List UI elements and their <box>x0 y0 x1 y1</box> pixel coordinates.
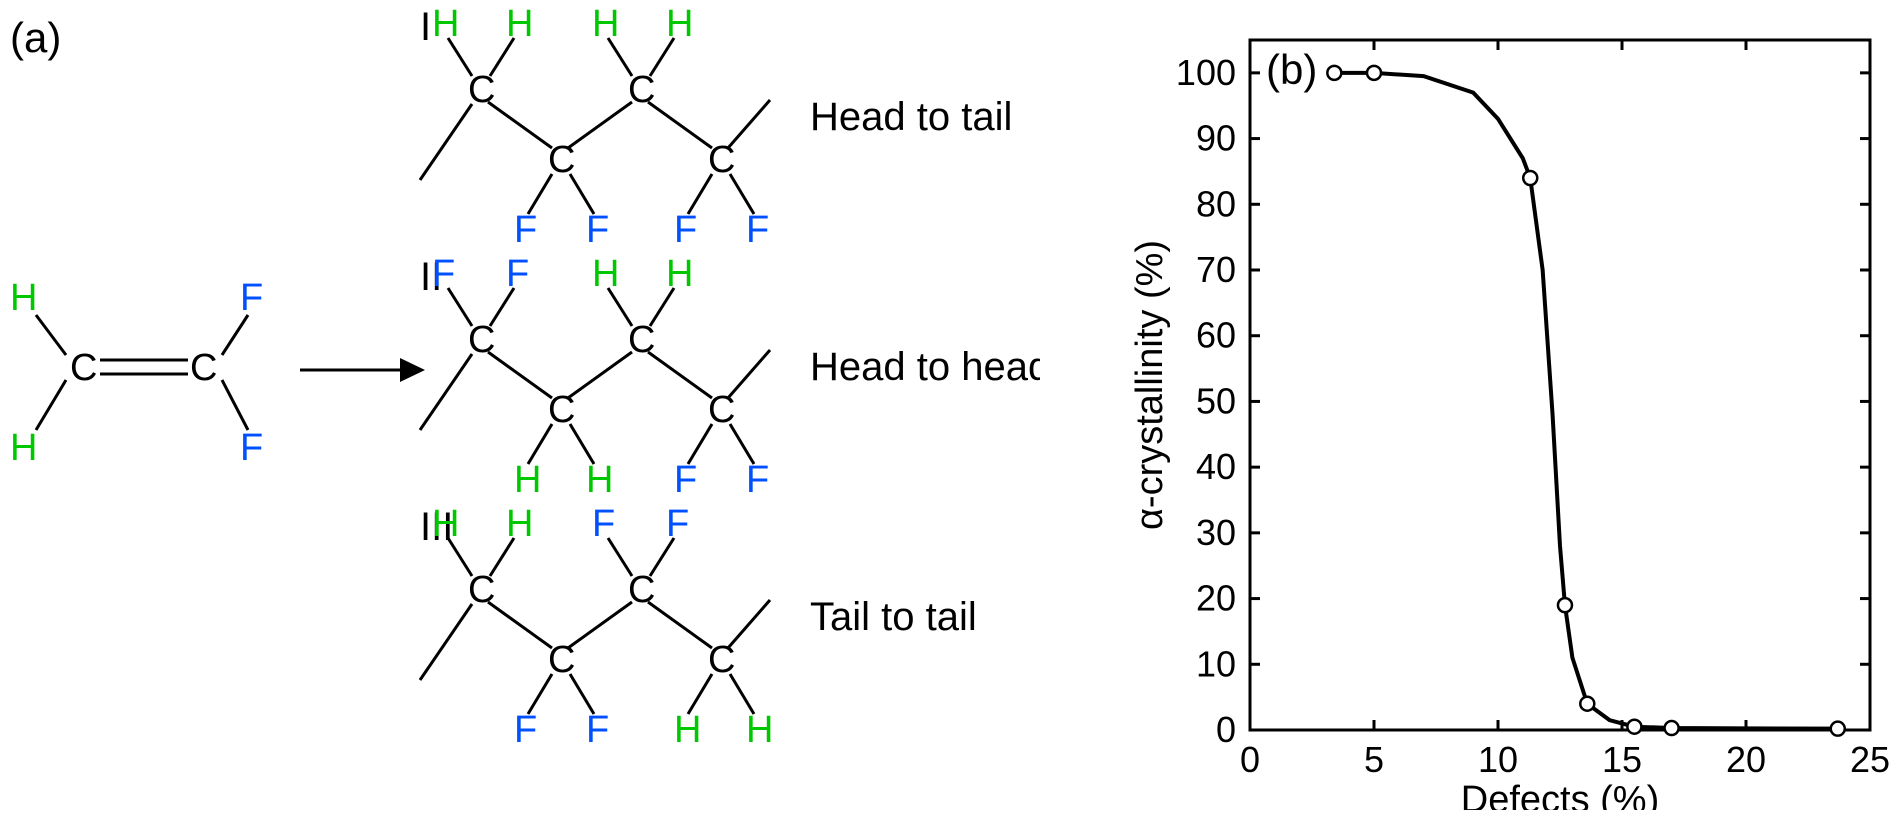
chart-wrap: 0 5 10 15 20 25 0 10 20 30 40 50 60 70 80 90 100 Defects … <box>1120 10 1900 810</box>
svg-text:70: 70 <box>1196 249 1236 290</box>
svg-text:H: H <box>586 459 613 501</box>
svg-text:H: H <box>432 503 459 545</box>
svg-text:F: F <box>514 209 537 251</box>
svg-text:F: F <box>586 709 609 751</box>
svg-text:H: H <box>592 253 619 295</box>
svg-text:H: H <box>506 3 533 45</box>
svg-text:F: F <box>506 253 529 295</box>
svg-text:H: H <box>514 459 541 501</box>
svg-text:H: H <box>592 3 619 45</box>
figure-container: (a) CCHHFFIHead to tailCCCCHHHHFFFFIIHea… <box>0 0 1903 823</box>
svg-text:α-crystallinity (%): α-crystallinity (%) <box>1129 240 1171 530</box>
svg-text:H: H <box>10 427 37 469</box>
svg-text:Head to head: Head to head <box>810 345 1040 389</box>
svg-text:30: 30 <box>1196 512 1236 553</box>
svg-text:Head to tail: Head to tail <box>810 95 1012 139</box>
svg-text:F: F <box>514 709 537 751</box>
svg-text:H: H <box>432 3 459 45</box>
svg-text:60: 60 <box>1196 315 1236 356</box>
svg-text:80: 80 <box>1196 183 1236 224</box>
svg-text:F: F <box>674 209 697 251</box>
svg-text:25: 25 <box>1850 739 1890 780</box>
svg-text:F: F <box>592 503 615 545</box>
molecule-diagram: CCHHFFIHead to tailCCCCHHHHFFFFIIHead to… <box>0 0 1040 823</box>
panel-a: (a) CCHHFFIHead to tailCCCCHHHHFFFFIIHea… <box>0 0 1040 823</box>
svg-text:H: H <box>506 503 533 545</box>
svg-text:Defects (%): Defects (%) <box>1461 779 1659 810</box>
svg-text:90: 90 <box>1196 118 1236 159</box>
svg-text:20: 20 <box>1196 578 1236 619</box>
svg-text:H: H <box>674 709 701 751</box>
panel-b: 0 5 10 15 20 25 0 10 20 30 40 50 60 70 80 90 100 Defects … <box>1040 0 1903 823</box>
svg-text:F: F <box>432 253 455 295</box>
svg-text:50: 50 <box>1196 380 1236 421</box>
svg-text:F: F <box>746 459 769 501</box>
svg-text:I: I <box>420 5 431 49</box>
svg-text:F: F <box>674 459 697 501</box>
svg-text:0: 0 <box>1240 739 1260 780</box>
svg-text:10: 10 <box>1196 643 1236 684</box>
svg-text:0: 0 <box>1216 709 1236 750</box>
svg-text:F: F <box>666 503 689 545</box>
svg-text:F: F <box>586 209 609 251</box>
svg-text:C: C <box>70 347 97 389</box>
svg-text:100: 100 <box>1176 52 1236 93</box>
svg-text:5: 5 <box>1364 739 1384 780</box>
svg-text:H: H <box>746 709 773 751</box>
svg-text:H: H <box>10 277 37 319</box>
panel-a-label: (a) <box>10 14 61 62</box>
svg-text:(b): (b) <box>1266 46 1317 93</box>
svg-text:40: 40 <box>1196 446 1236 487</box>
svg-text:H: H <box>666 3 693 45</box>
svg-text:H: H <box>666 253 693 295</box>
svg-text:15: 15 <box>1602 739 1642 780</box>
svg-text:20: 20 <box>1726 739 1766 780</box>
svg-text:C: C <box>190 347 217 389</box>
svg-text:Tail to tail: Tail to tail <box>810 595 977 639</box>
svg-text:F: F <box>240 277 263 319</box>
svg-text:F: F <box>746 209 769 251</box>
svg-text:10: 10 <box>1478 739 1518 780</box>
svg-text:F: F <box>240 427 263 469</box>
crystallinity-chart: 0 5 10 15 20 25 0 10 20 30 40 50 60 70 80 90 100 Defects … <box>1120 10 1900 810</box>
